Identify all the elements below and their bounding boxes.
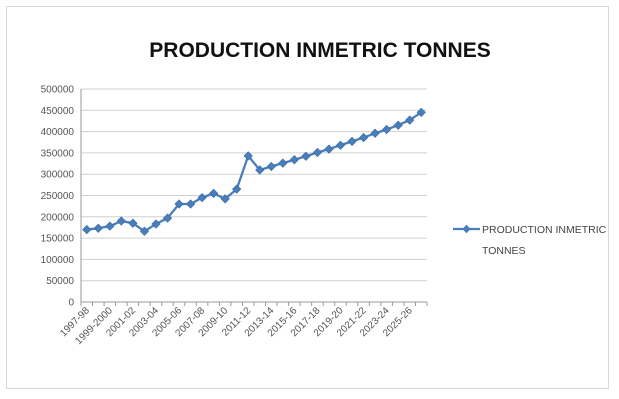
data-point-marker — [266, 161, 276, 172]
data-point-marker — [289, 155, 299, 165]
data-point-marker — [358, 132, 369, 143]
data-point-marker — [255, 165, 265, 175]
data-point-marker — [232, 184, 242, 194]
line-chart: PRODUCTION INMETRIC TONNES 0 50000 100000 1… — [41, 39, 607, 347]
data-point-marker — [185, 199, 196, 209]
series-layer — [82, 107, 426, 236]
data-point-marker — [243, 151, 253, 161]
legend-marker-diamond — [462, 224, 471, 234]
series-line — [86, 111, 422, 233]
gridlines — [81, 88, 427, 282]
data-point-marker — [278, 158, 288, 168]
y-tick-labels: 0 50000 100000 150000 200000 250000 300000 3500… — [41, 85, 75, 309]
y-tick-label: 300000 — [41, 170, 75, 181]
data-point-marker — [335, 140, 346, 150]
y-tick-label: 150000 — [41, 234, 75, 245]
data-point-marker — [93, 223, 103, 233]
y-tick-label: 500000 — [41, 85, 75, 96]
data-point-marker — [324, 144, 334, 154]
data-point-marker — [116, 216, 126, 226]
data-point-marker — [393, 120, 403, 130]
data-point-marker — [209, 188, 219, 198]
y-tick-label: 0 — [68, 298, 74, 309]
data-point-marker — [220, 194, 230, 204]
y-tick-label: 200000 — [41, 212, 75, 223]
data-point-marker — [105, 221, 115, 231]
y-tick-label: 350000 — [41, 148, 75, 159]
y-tick-label: 250000 — [41, 191, 75, 202]
data-point-marker — [405, 115, 415, 125]
axes — [80, 89, 428, 306]
y-tick-label: 100000 — [41, 255, 75, 266]
y-tick-label: 450000 — [41, 106, 75, 117]
data-point-marker — [197, 193, 207, 203]
data-point-marker — [382, 124, 392, 135]
data-point-marker — [162, 213, 173, 223]
x-tick-labels: 1997-981999-20002001-022003-042005-06200… — [58, 305, 415, 347]
data-point-marker — [139, 226, 150, 236]
data-point-marker — [370, 128, 380, 138]
data-point-marker — [301, 151, 311, 161]
data-point-marker — [151, 219, 161, 229]
chart-title: PRODUCTION INMETRIC TONNES — [149, 39, 490, 62]
chart-frame: PRODUCTION INMETRIC TONNES 0 50000 100000 1… — [6, 6, 609, 389]
data-point-marker — [312, 147, 323, 158]
legend-label-line-1: PRODUCTION INMETRIC — [482, 224, 607, 236]
data-point-marker — [82, 224, 92, 235]
data-point-marker — [416, 107, 426, 118]
data-point-marker — [347, 136, 357, 147]
legend: PRODUCTION INMETRIC TONNES — [453, 224, 607, 257]
y-tick-label: 400000 — [41, 127, 75, 138]
legend-label-line-2: TONNES — [482, 245, 526, 257]
data-point-marker — [174, 199, 184, 209]
data-point-marker — [128, 218, 138, 228]
y-tick-label: 50000 — [46, 276, 74, 287]
